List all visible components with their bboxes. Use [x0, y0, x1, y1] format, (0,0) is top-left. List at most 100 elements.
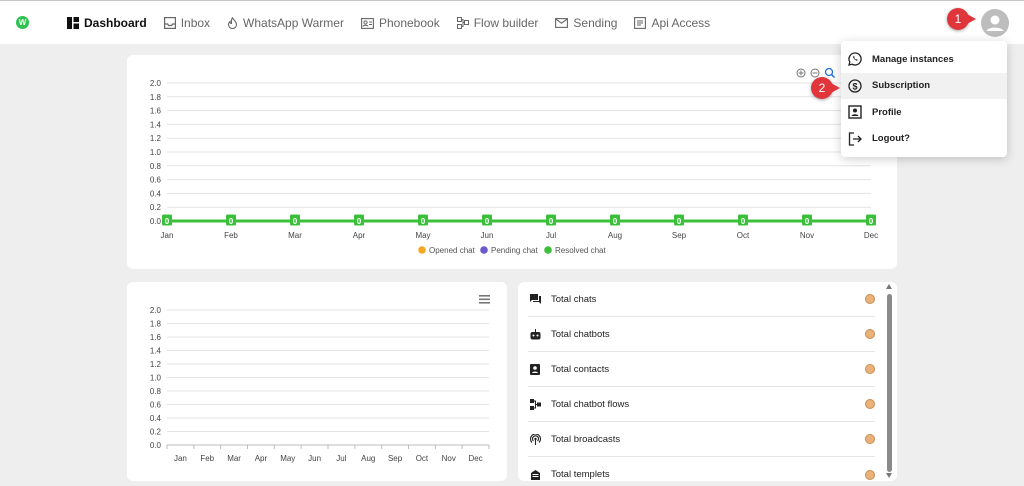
- nav-dashboard-label: Dashboard: [84, 16, 147, 30]
- callout-step-2: 2: [811, 77, 840, 99]
- zoom-in-icon[interactable]: [796, 68, 806, 78]
- x-tick-label: Aug: [608, 231, 622, 240]
- x-tick-label: Jun: [308, 454, 321, 463]
- x-tick-label: Mar: [227, 454, 241, 463]
- stat-row-total-templets[interactable]: Total templets: [528, 457, 875, 486]
- y-tick-label: 1.2: [150, 360, 162, 369]
- y-tick-label: 0.8: [150, 387, 162, 396]
- contact-icon: [530, 363, 540, 375]
- nav-sending[interactable]: Sending: [555, 16, 617, 30]
- data-label: 0: [293, 217, 298, 226]
- data-label: 0: [421, 217, 426, 226]
- user-avatar-button[interactable]: [981, 9, 1009, 37]
- stat-row-total-contacts[interactable]: Total contacts: [528, 352, 875, 387]
- magnify-handle: [830, 73, 836, 79]
- legend-label: Resolved chat: [555, 246, 606, 255]
- mail-icon: [555, 18, 569, 28]
- scroll-up-arrow[interactable]: [886, 284, 892, 289]
- nav-dashboard[interactable]: Dashboard: [67, 16, 147, 30]
- monthly-bar-chart-card: 0.0 0.2 0.4 0.6 0.8 1.0 1.2 1.4 1.6 1.8 2.0 Jan Feb M…: [127, 282, 507, 481]
- loading-cookie-icon: [865, 329, 875, 339]
- svg-text:$: $: [852, 81, 857, 91]
- stat-label: Total chatbot flows: [551, 398, 630, 410]
- y-tick-label: 0.0: [150, 217, 162, 226]
- x-tick-label: Mar: [288, 231, 302, 240]
- nav-inbox-label: Inbox: [180, 16, 211, 30]
- loading-cookie-icon: [865, 434, 875, 444]
- chat-activity-chart-card: 0.0 0.2 0.4 0.6 0.8 1.0 1.2 1.4 1.6 1.8 2.0 Jan Feb M…: [127, 55, 897, 269]
- x-tick-label: Feb: [200, 454, 214, 463]
- monthly-bar-chart: 0.0 0.2 0.4 0.6 0.8 1.0 1.2 1.4 1.6 1.8 2.0 Jan Feb M…: [150, 295, 490, 463]
- nav-sending-label: Sending: [573, 16, 618, 30]
- nav-flow-builder[interactable]: Flow builder: [456, 16, 538, 30]
- menu-item-manage-instances[interactable]: Manage instances: [841, 46, 1007, 73]
- legend-label: Pending chat: [491, 246, 538, 255]
- nav-inbox[interactable]: Inbox: [163, 16, 211, 30]
- menu-item-profile[interactable]: Profile: [841, 99, 1007, 126]
- x-tick-label: Dec: [468, 454, 482, 463]
- data-label: 0: [677, 217, 682, 226]
- y-tick-label: 1.0: [150, 148, 162, 157]
- nav-phonebook-label: Phonebook: [378, 16, 440, 30]
- data-label-box: [802, 214, 812, 226]
- stat-row-total-chatbots[interactable]: Total chatbots: [528, 317, 875, 352]
- flame-icon: [227, 17, 238, 29]
- data-label: 0: [229, 217, 234, 226]
- scrollbar-thumb[interactable]: [887, 294, 892, 472]
- legend-marker: [544, 246, 552, 254]
- chart-menu-icon[interactable]: [479, 295, 490, 304]
- menu-line: [479, 302, 490, 304]
- stat-row-total-chatbot-flows[interactable]: Total chatbot flows: [528, 387, 875, 422]
- stat-row-total-chats[interactable]: Total chats: [528, 282, 875, 317]
- y-tick-label: 2.0: [150, 306, 162, 315]
- nav-whatsapp-warmer[interactable]: WhatsApp Warmer: [227, 16, 344, 30]
- x-tick-label: Sep: [672, 231, 687, 240]
- flow-icon: [456, 17, 469, 29]
- y-tick-label: 1.6: [150, 107, 162, 116]
- loading-cookie-icon: [865, 294, 875, 304]
- x-tick-label: Jul: [336, 454, 346, 463]
- stat-row-total-broadcasts[interactable]: Total broadcasts: [528, 422, 875, 457]
- data-label-box: [418, 214, 428, 226]
- nav-phonebook[interactable]: Phonebook: [361, 16, 440, 30]
- x-tick-label: Apr: [353, 231, 366, 240]
- y-tick-label: 0.2: [150, 428, 162, 437]
- inbox-icon: [163, 17, 176, 29]
- y-tick-label: 0.6: [150, 176, 162, 185]
- data-label: 0: [485, 217, 490, 226]
- data-label: 0: [805, 217, 810, 226]
- zoom-out-icon[interactable]: [810, 68, 820, 78]
- flow-icon: [529, 398, 541, 410]
- data-label: 0: [549, 217, 554, 226]
- data-label: 0: [165, 217, 170, 226]
- x-tick-label: Jan: [174, 454, 187, 463]
- app-logo[interactable]: W: [16, 16, 29, 29]
- y-tick-label: 0.4: [150, 414, 162, 423]
- y-tick-label: 0.6: [150, 401, 162, 410]
- menu-item-label: Manage instances: [872, 53, 954, 65]
- chat-icon: [529, 294, 541, 304]
- logout-icon: [848, 132, 862, 146]
- x-tick-label: Aug: [361, 454, 375, 463]
- scroll-down-arrow[interactable]: [886, 473, 892, 478]
- api-icon: [634, 17, 647, 29]
- x-tick-label: Nov: [800, 231, 814, 240]
- menu-item-logout[interactable]: Logout?: [841, 126, 1007, 153]
- nav-api-access[interactable]: Api Access: [634, 16, 710, 30]
- contact-card-icon: [361, 17, 374, 29]
- data-label-box: [162, 214, 172, 226]
- broadcast-icon: [529, 433, 541, 445]
- zoom-in-plus: [798, 70, 804, 76]
- loading-cookie-icon: [865, 364, 875, 374]
- totals-card: Total chats Total chatbots Total contact…: [518, 282, 897, 481]
- menu-item-subscription[interactable]: $ Subscription: [841, 72, 1007, 99]
- data-label-box: [226, 214, 236, 226]
- data-label-box: [482, 214, 492, 226]
- main-nav: Dashboard Inbox WhatsApp Warmer Phoneboo…: [67, 1, 710, 45]
- dollar-circle-icon: $: [848, 79, 862, 93]
- magnify-lens: [824, 67, 834, 77]
- data-label: 0: [741, 217, 746, 226]
- legend-marker: [480, 246, 488, 254]
- loading-cookie-icon: [865, 469, 875, 480]
- magnify-icon[interactable]: [824, 67, 836, 79]
